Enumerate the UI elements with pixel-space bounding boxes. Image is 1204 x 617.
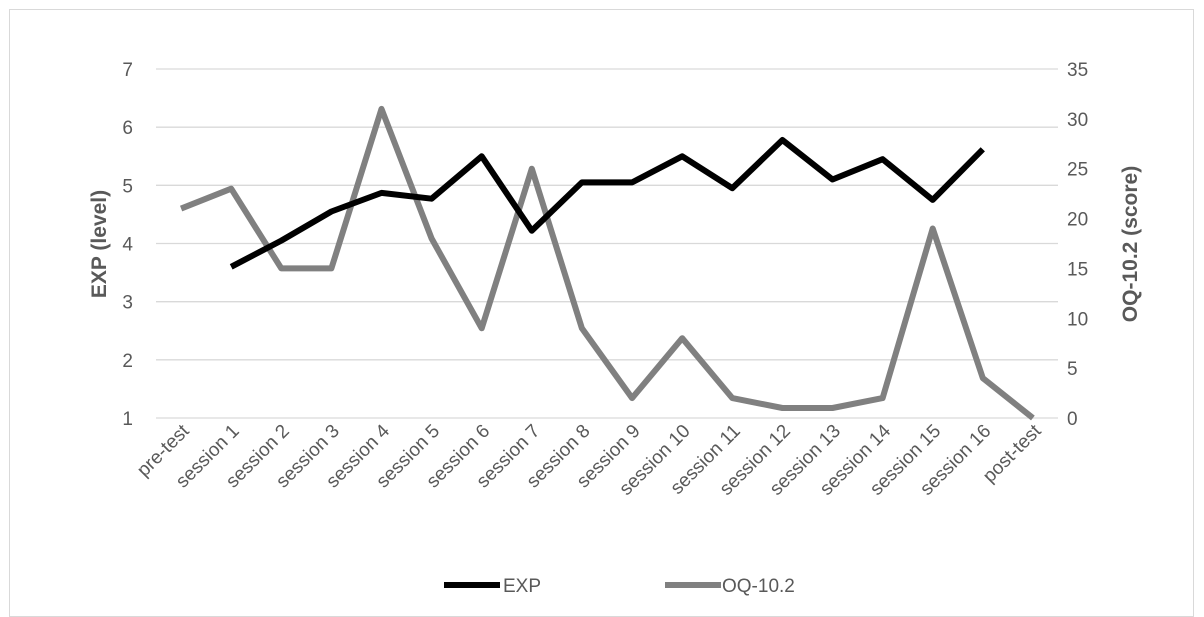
right-axis-ticks: 0 5 10 15 20 25 30 35 — [1067, 60, 1088, 430]
left-tick-label: 1 — [122, 409, 133, 430]
right-tick-label: 20 — [1067, 210, 1088, 231]
left-tick-label: 3 — [122, 293, 133, 314]
legend-label-oq: OQ-10.2 — [722, 576, 795, 597]
legend-label-exp: EXP — [503, 576, 541, 597]
right-tick-label: 25 — [1067, 160, 1088, 181]
legend: EXP OQ-10.2 — [444, 576, 795, 597]
right-tick-label: 15 — [1067, 259, 1088, 280]
oq-series-line — [181, 109, 1033, 418]
exp-series-line — [231, 140, 983, 267]
right-tick-label: 30 — [1067, 110, 1088, 131]
series-lines — [181, 109, 1033, 418]
right-tick-label: 10 — [1067, 309, 1088, 330]
left-tick-label: 2 — [122, 351, 133, 372]
right-tick-label: 35 — [1067, 60, 1088, 81]
left-tick-label: 5 — [122, 176, 133, 197]
right-tick-label: 5 — [1067, 359, 1078, 380]
right-tick-label: 0 — [1067, 409, 1078, 430]
left-tick-label: 7 — [122, 60, 133, 81]
left-axis-title: EXP (level) — [88, 190, 111, 298]
left-tick-label: 6 — [122, 118, 133, 139]
right-axis-title: OQ-10.2 (score) — [1119, 166, 1142, 322]
left-axis-ticks: 1 2 3 4 5 6 7 — [122, 60, 133, 430]
left-tick-label: 4 — [122, 235, 133, 256]
